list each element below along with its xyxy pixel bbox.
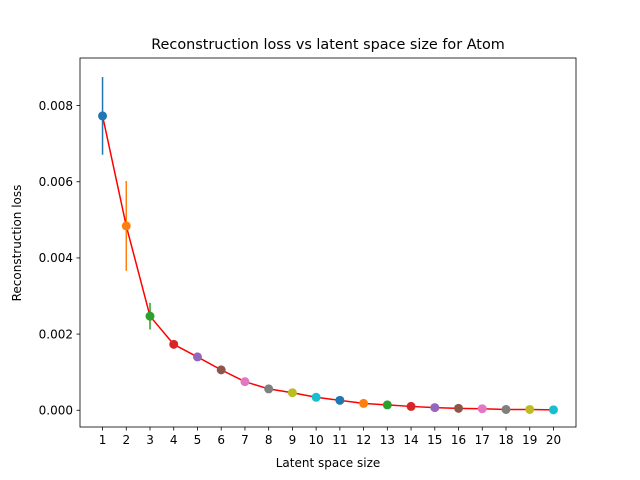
axes-frame — [79, 57, 577, 428]
data-point — [169, 339, 179, 349]
x-tick-label: 12 — [356, 433, 371, 447]
x-tick-label: 3 — [146, 433, 154, 447]
x-tick-label: 10 — [308, 433, 323, 447]
data-point — [145, 311, 155, 321]
x-tick-label: 18 — [498, 433, 513, 447]
data-point — [359, 398, 369, 408]
x-tick-label: 20 — [546, 433, 561, 447]
y-axis-label: Reconstruction loss — [10, 185, 24, 302]
x-axis-label: Latent space size — [276, 456, 381, 470]
data-point — [216, 365, 226, 375]
x-tick-label: 11 — [332, 433, 347, 447]
y-tick-label: 0.006 — [39, 175, 73, 189]
x-tick-label: 1 — [99, 433, 107, 447]
data-point — [121, 221, 131, 231]
data-point — [430, 403, 440, 413]
y-tick-label: 0.008 — [39, 99, 73, 113]
data-point — [477, 404, 487, 414]
x-tick-label: 17 — [475, 433, 490, 447]
data-point — [382, 400, 392, 410]
x-tick-label: 7 — [241, 433, 249, 447]
x-tick-label: 2 — [122, 433, 130, 447]
data-point — [454, 403, 464, 413]
data-point — [548, 405, 558, 415]
data-point — [264, 384, 274, 394]
y-tick-label: 0.004 — [39, 251, 73, 265]
x-tick-label: 6 — [217, 433, 225, 447]
x-tick-label: 5 — [194, 433, 202, 447]
chart-title: Reconstruction loss vs latent space size… — [151, 37, 505, 53]
data-point — [525, 404, 535, 414]
x-tick-label: 13 — [380, 433, 395, 447]
data-point — [287, 388, 297, 398]
data-point — [501, 404, 511, 414]
y-tick-label: 0.002 — [39, 327, 73, 341]
plot-area: 1 2 3 4 5 6 7 8 9 10 11 12 13 14 15 16 17 18 19 200.0000.00… — [39, 57, 577, 447]
x-tick-label: 19 — [522, 433, 537, 447]
x-tick-label: 9 — [289, 433, 297, 447]
data-point — [240, 377, 250, 387]
x-tick-label: 8 — [265, 433, 273, 447]
data-point — [406, 401, 416, 411]
data-point — [335, 395, 345, 405]
data-point — [192, 352, 202, 362]
data-point — [98, 111, 108, 121]
x-tick-label: 4 — [170, 433, 178, 447]
data-point — [311, 392, 321, 402]
x-tick-label: 14 — [403, 433, 418, 447]
x-tick-label: 16 — [451, 433, 466, 447]
x-tick-label: 15 — [427, 433, 442, 447]
y-tick-label: 0.000 — [39, 404, 73, 418]
